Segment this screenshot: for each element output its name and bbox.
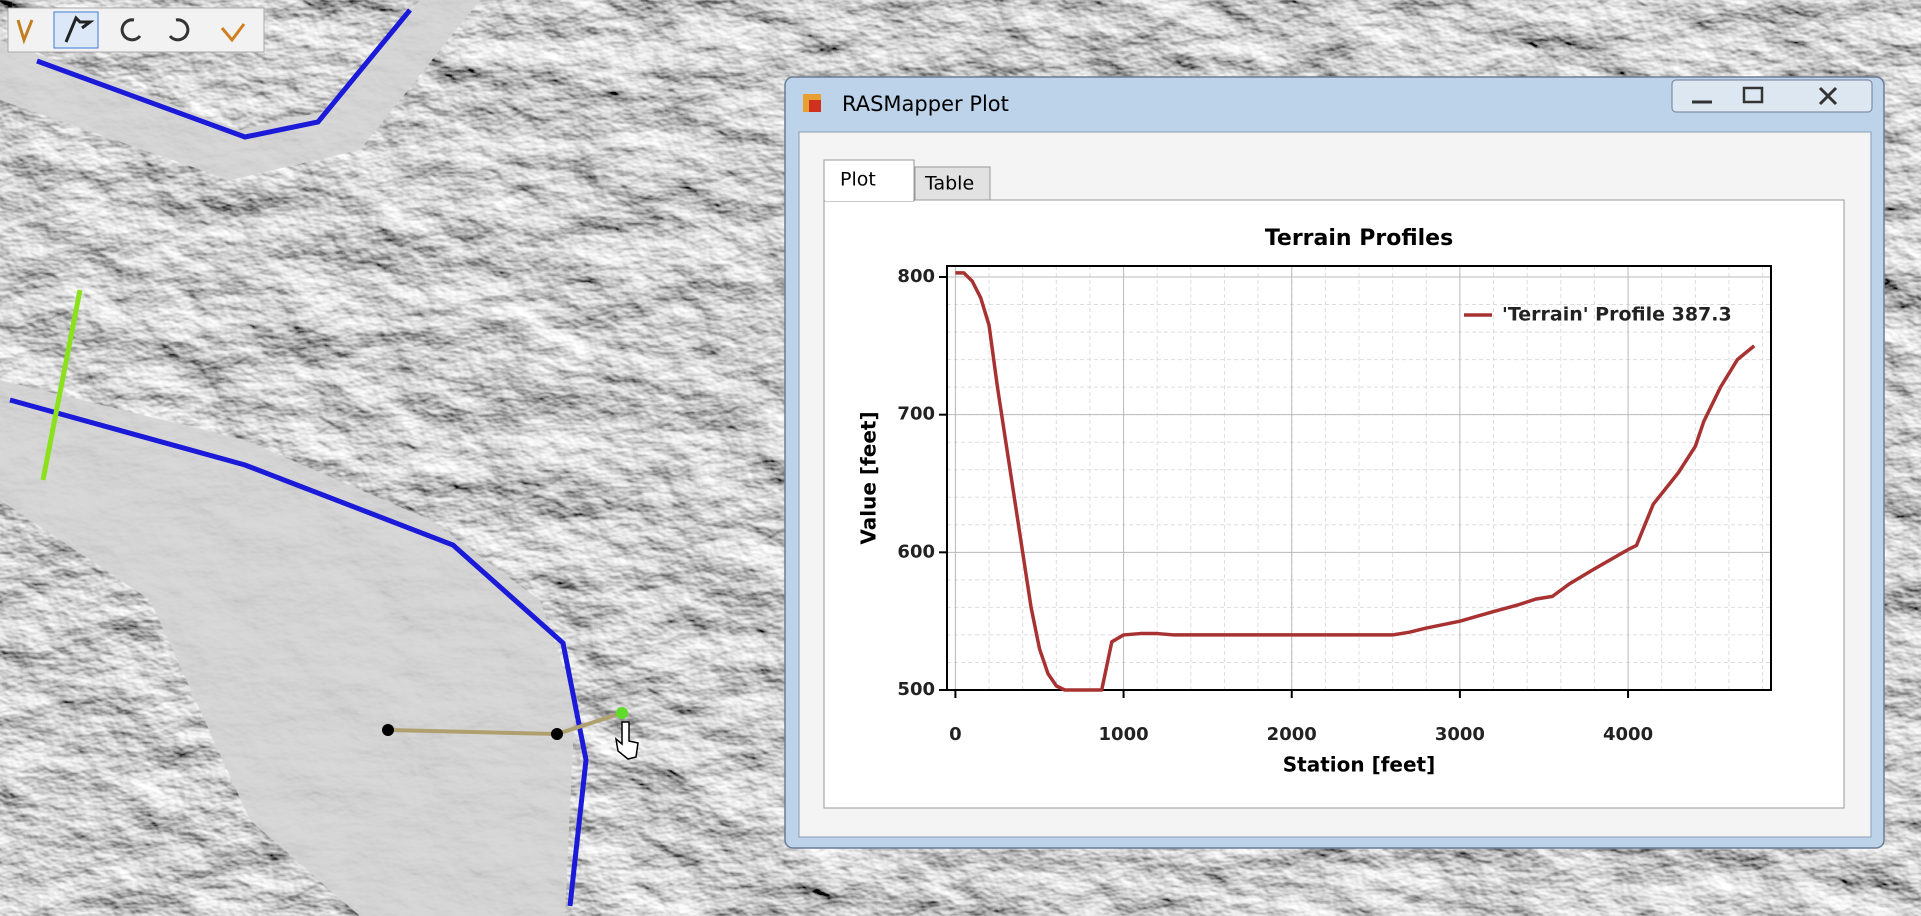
y-tick-label: 700 [897,404,935,425]
x-tick-label: 1000 [1099,724,1149,745]
chart-title: Terrain Profiles [1265,226,1453,251]
y-tick-label: 800 [897,266,935,287]
page: RASMapper Plot Plot Table Terrain Profil… [0,0,1921,916]
vertex[interactable] [551,728,563,740]
x-tick-label: 3000 [1435,724,1485,745]
x-axis-label: Station [feet] [1283,753,1436,777]
screen: RASMapper Plot Plot Table Terrain Profil… [0,0,1921,916]
vertex[interactable] [616,707,628,719]
y-tick-label: 600 [897,541,935,562]
y-axis-label: Value [feet] [857,411,881,544]
window-title: RASMapper Plot [842,92,1009,116]
vertex[interactable] [382,724,394,736]
y-tick-label: 500 [897,679,935,700]
legend-label: 'Terrain' Profile 387.3 [1502,304,1732,326]
x-tick-label: 2000 [1267,724,1317,745]
tab-label[interactable]: Plot [840,169,876,191]
x-tick-label: 4000 [1603,724,1653,745]
window-icon [809,100,821,112]
x-tick-label: 0 [949,724,962,745]
tab-label[interactable]: Table [924,173,974,195]
window-buttons [1672,80,1872,112]
